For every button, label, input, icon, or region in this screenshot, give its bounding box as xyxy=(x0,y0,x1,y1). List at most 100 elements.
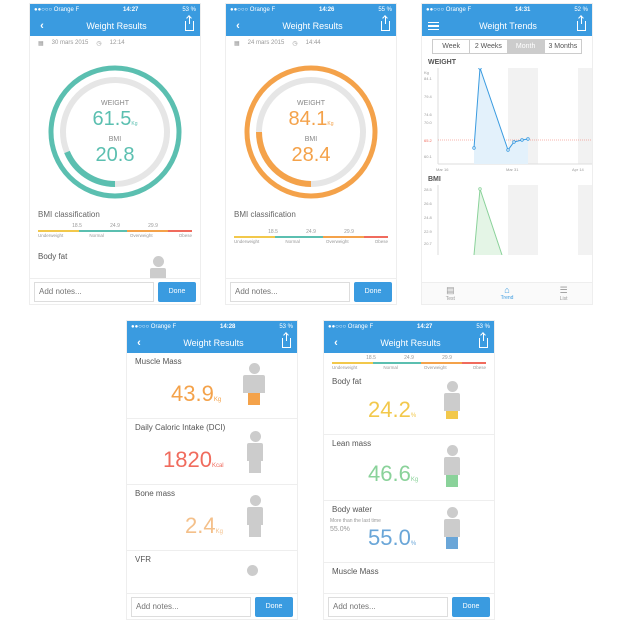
back-icon[interactable]: ‹ xyxy=(236,20,240,32)
notes-bar: Done xyxy=(30,278,200,304)
status-bar: ●●○○○ Orange F 14:31 52 % xyxy=(422,4,592,16)
notes-input[interactable] xyxy=(230,281,350,302)
trend-icon: ⌂ xyxy=(504,285,510,295)
menu-icon[interactable] xyxy=(428,22,439,30)
nav-bar: ‹ Weight Results xyxy=(30,16,200,36)
done-button[interactable]: Done xyxy=(255,596,293,617)
range-tabs: Week 2 Weeks Month 3 Months xyxy=(432,39,582,54)
tabbar-trend[interactable]: ⌂ Trend xyxy=(479,283,536,304)
share-icon[interactable] xyxy=(381,16,390,31)
measurement-meta: ▦ 24 mars 2015 ◷ 14:44 xyxy=(226,36,396,51)
status-bar: ●●○○○ Orange F 14:28 53 % xyxy=(127,321,297,333)
bmi-trend-chart: 28.5 26.6 24.8 22.9 20.7 xyxy=(424,185,592,255)
share-icon[interactable] xyxy=(479,333,488,348)
wt-unit: Kg xyxy=(424,70,429,75)
bmi-tick: 26.6 xyxy=(424,201,433,206)
status-time: 14:26 xyxy=(319,7,335,13)
bmi-label: BMI xyxy=(108,136,122,143)
battery: 53 % xyxy=(279,324,293,330)
bmi-tick: 28.5 xyxy=(424,187,433,192)
wt-tick: 60.1 xyxy=(424,154,433,159)
carrier: ●●○○○ Orange F xyxy=(131,324,177,330)
bmi-scale: 18.5 24.9 29.9 Underweight Normal Overweight… xyxy=(38,223,192,238)
bmi-classification-title: BMI classification xyxy=(38,210,100,219)
status-time: 14:27 xyxy=(417,324,433,330)
vfr-body-icon xyxy=(247,565,258,576)
tabbar-list[interactable]: ☰ List xyxy=(535,283,592,304)
done-button[interactable]: Done xyxy=(354,281,392,302)
time: 14:44 xyxy=(305,40,321,46)
back-icon[interactable]: ‹ xyxy=(137,337,141,349)
weight-label: WEIGHT xyxy=(101,100,129,107)
wt-tick: 70.0 xyxy=(424,120,433,125)
body-fat-label: Body fat xyxy=(38,252,68,261)
nav-bar: ‹ Weight Results xyxy=(226,16,396,36)
muscle-body-icon xyxy=(243,363,265,405)
share-icon[interactable] xyxy=(577,16,586,31)
metric-row-lean-mass: Lean mass 46.6Kg xyxy=(324,435,494,501)
back-icon[interactable]: ‹ xyxy=(40,20,44,32)
done-button[interactable]: Done xyxy=(158,281,196,302)
notes-bar: Done xyxy=(324,593,494,619)
battery: 53 % xyxy=(182,7,196,13)
metric-row-dci: Daily Caloric Intake (DCI) 1820Kcal xyxy=(127,419,297,485)
tab-month[interactable]: Month xyxy=(507,40,545,53)
bmi-scale: 18.5 24.9 29.9 Underweight Normal Overweight… xyxy=(234,229,388,244)
nav-bar: ‹ Weight Results xyxy=(127,333,297,353)
x-tick: Apr 14 xyxy=(572,167,585,172)
page-title: Weight Results xyxy=(183,338,244,348)
dci-value: 1820Kcal xyxy=(163,447,224,472)
screen-weight-trends: ●●○○○ Orange F 14:31 52 % Weight Trends … xyxy=(421,3,593,305)
dci-body-icon xyxy=(247,431,263,473)
metric-row-vfr: VFR xyxy=(127,551,297,591)
weight-label: WEIGHT xyxy=(297,100,325,107)
status-bar: ●●○○○ Orange F 14:27 53 % xyxy=(30,4,200,16)
notes-input[interactable] xyxy=(131,596,251,617)
weight-gauge: WEIGHT 84.1Kg BMI 28.4 xyxy=(241,62,381,202)
battery: 52 % xyxy=(574,7,588,13)
screen-weight-results-1: ●●○○○ Orange F 14:27 53 % ‹ Weight Resul… xyxy=(29,3,201,305)
notes-bar: Done xyxy=(226,278,396,304)
wt-tick: 84.1 xyxy=(424,76,433,81)
carrier: ●●○○○ Orange F xyxy=(230,7,276,13)
lean-body-icon xyxy=(444,445,460,487)
status-bar: ●●○○○ Orange F 14:26 55 % xyxy=(226,4,396,16)
carrier: ●●○○○ Orange F xyxy=(34,7,80,13)
nav-bar: ‹ Weight Results xyxy=(324,333,494,353)
bmi-scale: 18.5 24.9 29.9 Underweight Normal Overweight… xyxy=(332,355,486,370)
fat-body-icon xyxy=(444,381,460,419)
screen-weight-results-2: ●●○○○ Orange F 14:26 55 % ‹ Weight Resul… xyxy=(225,3,397,305)
battery: 53 % xyxy=(476,324,490,330)
tab-3-months[interactable]: 3 Months xyxy=(548,43,578,50)
weight-value: 84.1Kg xyxy=(288,108,334,130)
body-fat-value: 24.2% xyxy=(368,397,417,422)
page-title: Weight Results xyxy=(86,21,147,31)
done-button[interactable]: Done xyxy=(452,596,490,617)
metric-row-muscle-mass: Muscle Mass xyxy=(332,567,379,576)
bmi-tick: 24.8 xyxy=(424,215,433,220)
notes-input[interactable] xyxy=(328,596,448,617)
date: 30 mars 2015 xyxy=(51,40,89,46)
bmi-tick: 22.9 xyxy=(424,229,433,234)
notes-bar: Done xyxy=(127,593,297,619)
weight-value: 61.5Kg xyxy=(92,108,138,130)
bmi-tick: 20.7 xyxy=(424,241,433,246)
share-icon[interactable] xyxy=(282,333,291,348)
bmi-value: 20.8 xyxy=(95,144,135,166)
back-icon[interactable]: ‹ xyxy=(334,337,338,349)
page-title: Weight Results xyxy=(282,21,343,31)
calendar-icon: ▦ xyxy=(234,41,240,47)
list-icon: ☰ xyxy=(559,285,568,295)
tabbar-test[interactable]: ▤ Test xyxy=(422,283,479,304)
share-icon[interactable] xyxy=(185,16,194,31)
weight-chart-title: WEIGHT xyxy=(428,59,456,66)
muscle-mass-value: 43.9Kg xyxy=(171,381,222,406)
status-time: 14:28 xyxy=(220,324,236,330)
body-water-previous: 55.0% xyxy=(330,526,350,533)
metric-row-body-water: Body water More than the last time 55.0%… xyxy=(324,501,494,563)
tab-week[interactable]: Week xyxy=(433,40,471,53)
screen-weight-results-3: ●●○○○ Orange F 14:28 53 % ‹ Weight Resul… xyxy=(126,320,298,620)
notes-input[interactable] xyxy=(34,281,154,302)
tab-2-weeks[interactable]: 2 Weeks xyxy=(470,40,508,53)
status-time: 14:31 xyxy=(515,7,531,13)
